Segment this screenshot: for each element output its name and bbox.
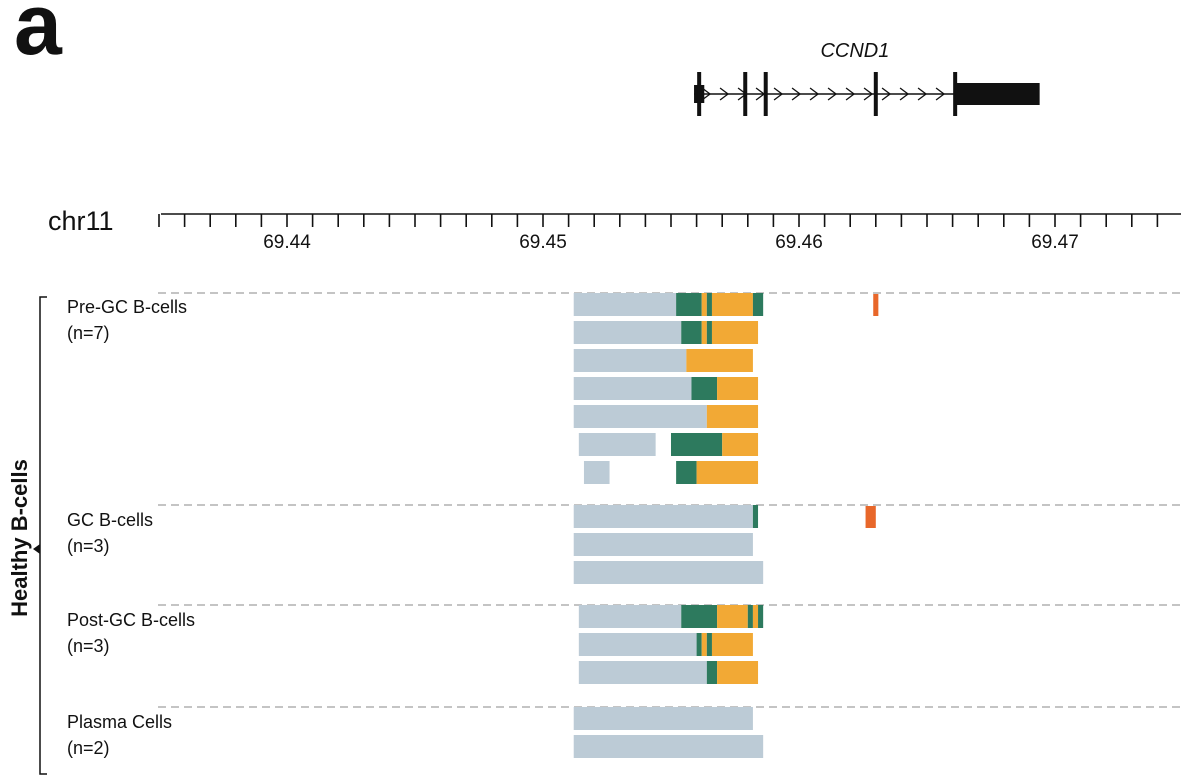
- axis-tick-label: 69.47: [1031, 232, 1079, 253]
- marker-block: [865, 506, 876, 528]
- gene-strand-arrow: [899, 87, 910, 101]
- track-segment: [752, 293, 764, 316]
- gene-strand-arrow: [845, 87, 856, 101]
- gene-utr3-block: [955, 83, 1040, 105]
- track-segment: [573, 533, 753, 556]
- track-segment: [676, 293, 702, 316]
- axis-tick-label: 69.45: [519, 232, 567, 253]
- track-segment: [573, 377, 692, 400]
- track-segment: [711, 633, 753, 656]
- gene-strand-arrow: [809, 87, 820, 101]
- track-segment: [573, 293, 677, 316]
- track-segment: [706, 661, 718, 684]
- track-segment: [573, 561, 764, 584]
- axis-tick-label: 69.46: [775, 232, 823, 253]
- group-count-post-gc: (n=3): [67, 636, 110, 656]
- group-title-pre-gc: Pre-GC B-cells: [67, 297, 188, 317]
- gene-strand-arrow: [863, 87, 874, 101]
- marker-block: [873, 294, 879, 316]
- track-segment: [686, 349, 753, 372]
- gene-exon: [743, 72, 748, 116]
- track-segment: [706, 321, 712, 344]
- gene-strand-arrow: [773, 87, 784, 101]
- gene-exon: [763, 72, 768, 116]
- track-segment: [701, 293, 707, 316]
- track-segment: [573, 321, 682, 344]
- track-segment: [573, 707, 753, 730]
- track-segment: [578, 633, 697, 656]
- gene-exon: [697, 72, 702, 116]
- track-segment: [696, 461, 759, 484]
- panel-letter: a: [14, 0, 62, 73]
- track-segment: [578, 605, 682, 628]
- gene-strand-arrow: [719, 87, 730, 101]
- axis-tick-label: 69.44: [263, 232, 311, 253]
- track-segment: [758, 605, 764, 628]
- group-title-plasma: Plasma Cells: [67, 712, 173, 732]
- track-segment: [701, 633, 707, 656]
- track-segment: [752, 505, 759, 528]
- track-segment: [717, 605, 748, 628]
- group-count-plasma: (n=2): [67, 738, 110, 758]
- track-segment: [681, 321, 702, 344]
- track-segment: [573, 349, 687, 372]
- track-segment: [583, 461, 610, 484]
- track-segment: [711, 293, 753, 316]
- group-count-gc: (n=3): [67, 536, 110, 556]
- track-segment: [711, 321, 759, 344]
- track-segment: [706, 293, 712, 316]
- track-segment: [691, 377, 718, 400]
- chromosome-label: chr11: [48, 206, 114, 236]
- gene-name-label: CCND1: [820, 40, 890, 62]
- gene-exon: [873, 72, 878, 116]
- group-title-post-gc: Post-GC B-cells: [67, 610, 196, 630]
- gene-strand-arrow: [935, 87, 946, 101]
- track-segment: [578, 661, 707, 684]
- track-segment: [706, 633, 712, 656]
- track-segment: [717, 661, 759, 684]
- gene-strand-arrow: [827, 87, 838, 101]
- track-segment: [671, 433, 723, 456]
- track-segment: [573, 505, 753, 528]
- track-segment: [717, 377, 759, 400]
- track-segment: [676, 461, 697, 484]
- track-segment: [752, 605, 759, 628]
- track-segment: [681, 605, 718, 628]
- gene-strand-arrow: [791, 87, 802, 101]
- group-title-gc: GC B-cells: [67, 510, 154, 530]
- gene-strand-arrow: [917, 87, 928, 101]
- track-segment: [706, 405, 759, 428]
- group-count-pre-gc: (n=7): [67, 323, 110, 343]
- track-segment: [578, 433, 656, 456]
- track-segment: [701, 321, 707, 344]
- track-segment: [696, 633, 702, 656]
- bracket-pointer: [33, 544, 40, 554]
- track-segment: [573, 405, 707, 428]
- track-segment: [747, 605, 753, 628]
- track-segment: [722, 433, 759, 456]
- gene-strand-arrow: [701, 87, 712, 101]
- side-bracket: [39, 296, 47, 775]
- track-segment: [573, 735, 764, 758]
- gene-strand-arrow: [881, 87, 892, 101]
